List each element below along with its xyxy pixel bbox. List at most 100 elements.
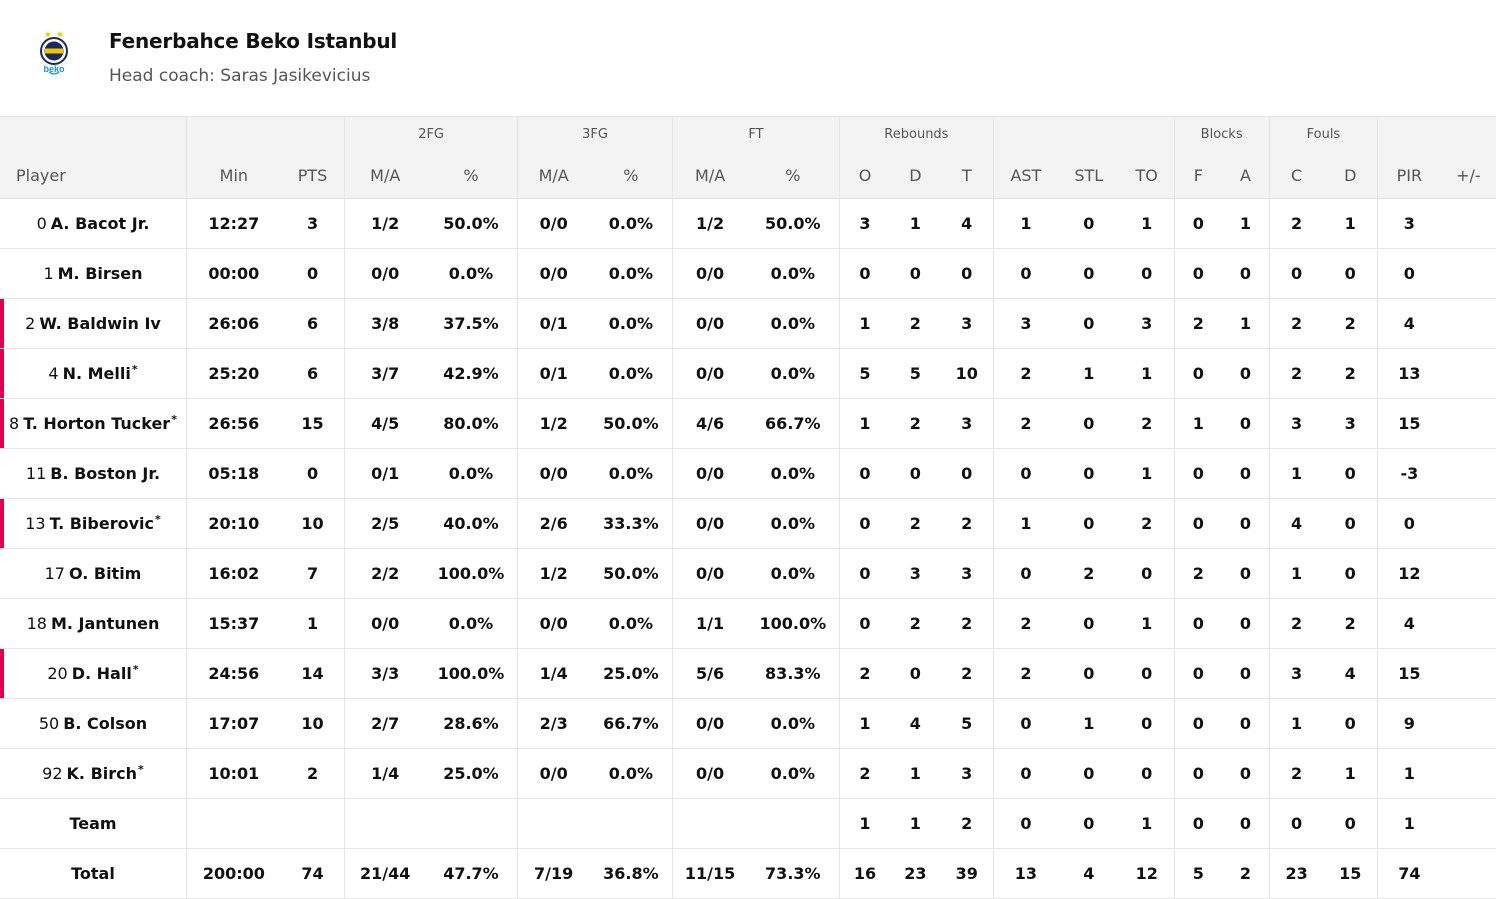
col-header[interactable]: PIR [1377,152,1441,199]
stat-cell: 0 [838,448,891,499]
col-header[interactable]: TO [1119,152,1175,199]
player-name-link[interactable]: K. Birch [66,764,138,783]
col-header[interactable]: O [838,152,891,199]
boxscore-body: 0 A. Bacot Jr. 12:27 3 1/2 50.0% 0/0 0.0% 1/2 50.… [0,198,1496,899]
col-header[interactable]: Min [185,152,281,199]
player-cell[interactable]: 4 N. Melli* [0,348,187,399]
player-cell[interactable]: 18 M. Jantunen [0,598,187,649]
stat-cell: 0/0 [516,198,590,249]
col-header[interactable]: STL [1057,152,1120,199]
col-header[interactable]: A [1222,152,1270,199]
col-header[interactable]: D [890,152,941,199]
stat-cell: 0 [890,648,941,699]
stat-cell: 0 [993,448,1058,499]
col-header[interactable]: F [1173,152,1223,199]
player-name-link[interactable]: O. Bitim [68,564,142,583]
player-cell[interactable]: 92 K. Birch* [0,748,187,799]
player-cell[interactable]: 11 B. Boston Jr. [0,448,187,499]
stat-cell: 2 [890,598,941,649]
stat-cell: 26:56 [185,398,281,449]
col-header[interactable]: AST [993,152,1058,199]
col-header[interactable]: M/A [516,152,590,199]
group-header-row: 2FG 3FG FT Rebounds Blocks Fouls [0,116,1496,152]
stat-cell: 28.6% [425,698,518,749]
player-cell[interactable]: 0 A. Bacot Jr. [0,198,187,249]
col-header[interactable]: % [589,152,673,199]
stat-cell: 0 [1222,648,1270,699]
player-row: 2 W. Baldwin Iv 26:06 6 3/8 37.5% 0/1 0.0% 0/0 0.… [0,298,1496,349]
col-header[interactable]: M/A [344,152,426,199]
stat-cell: 1 [993,198,1058,249]
player-cell[interactable]: 1 M. Birsen [0,248,187,299]
player-cell[interactable]: 2 W. Baldwin Iv [0,298,187,349]
stat-cell: 0 [1173,598,1223,649]
player-cell[interactable]: 20 D. Hall* [0,648,187,699]
stat-cell: 0 [838,248,891,299]
col-header[interactable]: C [1268,152,1324,199]
stat-cell: 1 [1268,548,1324,599]
stat-cell: 14 [280,648,345,699]
col-header[interactable]: % [425,152,518,199]
player-name-link[interactable]: A. Bacot Jr. [50,214,150,233]
stat-cell: 2/5 [344,498,426,549]
stat-cell: 4 [890,698,941,749]
stat-cell: 3/3 [344,648,426,699]
player-cell[interactable]: 8 T. Horton Tucker* [0,398,187,449]
player-name-link[interactable]: M. Jantunen [50,614,160,633]
stat-cell: 0 [1057,248,1120,299]
stat-cell: 0 [1377,498,1441,549]
stat-cell: 66.7% [746,398,840,449]
stat-cell: 1/2 [344,198,426,249]
stat-cell [1440,198,1496,249]
col-header[interactable]: T [940,152,994,199]
player-name-link[interactable]: B. Colson [63,714,148,733]
stat-cell: 23 [890,848,941,899]
stat-cell: 1 [890,748,941,799]
col-header[interactable]: Player [0,152,187,199]
stat-cell: 0/0 [672,548,747,599]
player-name-link[interactable]: T. Horton Tucker [23,414,171,433]
stat-cell: 0 [940,248,994,299]
stat-cell: 2 [1222,848,1270,899]
stat-cell: 0 [1057,598,1120,649]
stat-cell: 0 [1173,748,1223,799]
player-name-link[interactable]: M. Birsen [57,264,143,283]
stat-cell: 4 [1377,298,1441,349]
stat-cell: 200:00 [185,848,281,899]
stat-cell [185,798,281,849]
stat-cell: 3 [940,398,994,449]
stat-cell [1440,498,1496,549]
col-header[interactable]: PTS [280,152,345,199]
stat-cell: 10 [940,348,994,399]
stat-cell [1440,398,1496,449]
stat-cell: 1 [838,698,891,749]
player-name-link[interactable]: D. Hall [71,664,132,683]
player-name-link[interactable]: T. Biberovic [49,514,154,533]
stat-cell: 0 [1222,698,1270,749]
col-header[interactable]: M/A [672,152,747,199]
stat-cell: 2 [940,598,994,649]
stat-cell: 0 [1222,448,1270,499]
player-number: 8 [9,414,20,433]
stat-cell: 1 [890,198,941,249]
player-cell[interactable]: 50 B. Colson [0,698,187,749]
stat-cell: 0.0% [746,248,840,299]
stat-cell: 0.0% [589,348,673,399]
stat-cell: 2 [838,748,891,799]
stat-cell [1440,298,1496,349]
player-number: 50 [38,714,60,733]
stat-cell: 0 [1173,798,1223,849]
player-cell[interactable]: 13 T. Biberovic* [0,498,187,549]
col-header[interactable]: D [1323,152,1378,199]
player-name-link[interactable]: W. Baldwin Iv [39,314,161,333]
stat-cell: 80.0% [425,398,518,449]
player-name-link[interactable]: N. Melli [62,364,131,383]
stat-cell: 1 [1268,698,1324,749]
stat-cell: 0.0% [746,448,840,499]
col-header[interactable]: +/- [1440,152,1496,199]
player-cell[interactable]: 17 O. Bitim [0,548,187,599]
col-header[interactable]: % [746,152,840,199]
stat-cell: 2/6 [516,498,590,549]
stat-cell: 0/0 [672,348,747,399]
player-name-link[interactable]: B. Boston Jr. [50,464,161,483]
